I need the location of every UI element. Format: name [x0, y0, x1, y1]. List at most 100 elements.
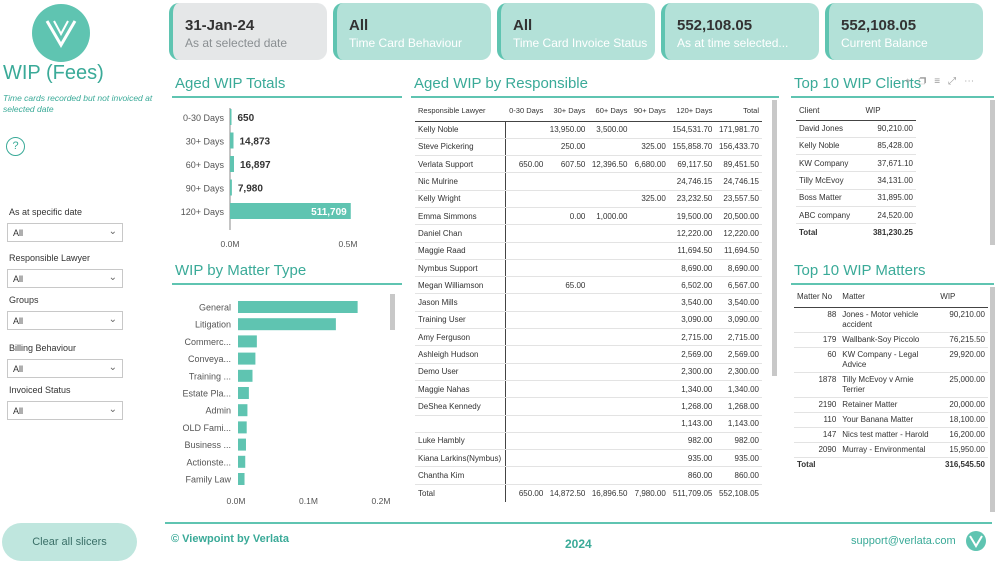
visual-header-icons[interactable]: ⌖❐≡⤢⋯	[905, 76, 982, 87]
table-row[interactable]: Daniel Chan 12,220.00 12,220.00	[415, 224, 762, 243]
table-row[interactable]: Steve Pickering 250.00 325.00 155,858.70 156…	[415, 138, 762, 157]
table-row[interactable]: 88 Jones - Motor vehicle accident 90,210.0…	[794, 307, 988, 333]
table-row[interactable]: Jason Mills 3,540.00 3,540.00	[415, 293, 762, 312]
table-row[interactable]: Nymbus Support 8,690.00 8,690.00	[415, 259, 762, 278]
table-row[interactable]: Verlata Support 650.00 607.50 12,396.50 6,68…	[415, 155, 762, 174]
cell-value	[588, 466, 631, 485]
table-row[interactable]: KW Company 37,671.10	[796, 154, 916, 173]
table-row[interactable]: Emma Simmons 0.00 1,000.00 19,500.00 20,500.…	[415, 207, 762, 226]
axis-tick-label: 0.5M	[339, 239, 358, 249]
table-row[interactable]: Luke Hambly 982.00 982.00	[415, 432, 762, 451]
table-row[interactable]: Maggie Nahas 1,340.00 1,340.00	[415, 380, 762, 399]
scrollbar[interactable]	[390, 294, 395, 330]
slicer-groups[interactable]: All ⌄	[7, 311, 123, 330]
table-row[interactable]: DeShea Kennedy 1,268.00 1,268.00	[415, 397, 762, 416]
cell-value	[546, 415, 589, 433]
table-row[interactable]: Amy Ferguson 2,715.00 2,715.00	[415, 328, 762, 347]
help-icon[interactable]: ?	[6, 137, 25, 156]
table-row[interactable]: 60 KW Company - Legal Advice 29,920.00	[794, 347, 988, 373]
cell-value	[630, 397, 669, 416]
scrollbar[interactable]	[990, 100, 995, 245]
bar	[230, 179, 232, 196]
bar-category-label: OLD Fami...	[182, 423, 231, 433]
bar-category-label: 120+ Days	[181, 207, 225, 217]
wip-value: 15,950.00	[937, 442, 988, 458]
cell-value: 8,690.00	[715, 259, 762, 278]
cell-value	[588, 224, 631, 243]
cell-value: 1,268.00	[715, 397, 762, 416]
filter-icon[interactable]: ≡	[934, 76, 949, 87]
slicer-invoiced[interactable]: All ⌄	[7, 401, 123, 420]
lawyer-name: Steve Pickering	[415, 138, 507, 157]
client-name: Boss Matter	[796, 189, 863, 207]
table-row[interactable]: 1878 Tilly McEvoy v Arnie Terrier 25,000.0…	[794, 372, 988, 398]
table-row[interactable]: Nic Mulrine 24,746.15 24,746.15	[415, 172, 762, 191]
scrollbar[interactable]	[990, 287, 995, 512]
table-row[interactable]: David Jones 90,210.00	[796, 120, 916, 138]
table-row[interactable]: Training User 3,090.00 3,090.00	[415, 311, 762, 330]
cell-value	[630, 276, 669, 295]
wip-value: 37,671.10	[862, 154, 916, 173]
table-row[interactable]: 1,143.00 1,143.00	[415, 415, 762, 433]
slicer-billing[interactable]: All ⌄	[7, 359, 123, 378]
bar-value-label: 16,897	[240, 160, 271, 171]
cell-value: 65.00	[546, 276, 589, 295]
pin-icon[interactable]: ⌖	[905, 76, 919, 87]
card-value: All	[349, 17, 369, 34]
lawyer-name: DeShea Kennedy	[415, 397, 507, 416]
cell-value	[546, 380, 589, 399]
cell-value	[588, 259, 631, 278]
column-header: Matter	[839, 287, 938, 308]
table-row[interactable]: Kiana Larkins(Nymbus) 935.00 935.00	[415, 449, 762, 468]
table-row[interactable]: Tilly McEvoy 34,131.00	[796, 171, 916, 190]
table-row[interactable]: Kelly Noble 85,428.00	[796, 137, 916, 156]
table-row[interactable]: Demo User 2,300.00 2,300.00	[415, 363, 762, 381]
aged-totals-title: Aged WIP Totals	[175, 75, 286, 92]
focus-mode-icon[interactable]: ⤢	[948, 76, 965, 87]
table-row[interactable]: Boss Matter 31,895.00	[796, 189, 916, 207]
table-row[interactable]: Megan Williamson 65.00 6,502.00 6,567.00	[415, 276, 762, 295]
table-row[interactable]: ABC company 24,520.00	[796, 206, 916, 225]
table-row[interactable]: 2190 Retainer Matter 20,000.00	[794, 397, 988, 413]
wip-value: 34,131.00	[862, 171, 916, 190]
more-options-icon[interactable]: ⋯	[964, 76, 983, 87]
cell-value	[588, 138, 631, 157]
clear-all-slicers-button[interactable]: Clear all slicers	[2, 523, 137, 561]
slicer-lawyer[interactable]: All ⌄	[7, 269, 123, 288]
table-row[interactable]: Kelly Wright 325.00 23,232.50 23,557.50	[415, 190, 762, 208]
cell-value	[588, 293, 631, 312]
cell-value	[505, 345, 547, 364]
cell-value: 23,557.50	[715, 190, 762, 208]
table-row[interactable]: Ashleigh Hudson 2,569.00 2,569.00	[415, 345, 762, 364]
bar	[238, 473, 245, 485]
total-value: 650.00	[505, 483, 547, 502]
cell-value: 1,143.00	[668, 415, 716, 433]
table-row[interactable]: 147 Nics test matter - Harold 16,200.00	[794, 427, 988, 443]
slicer-date[interactable]: All ⌄	[7, 223, 123, 242]
cell-value	[588, 172, 631, 191]
cell-value	[505, 190, 547, 208]
cell-value: 69,117.50	[668, 155, 716, 174]
cell-value	[505, 397, 547, 416]
table-row[interactable]: 110 Your Banana Matter 18,100.00	[794, 412, 988, 428]
table-row[interactable]: 179 Wallbank-Soy Piccolo 76,215.50	[794, 332, 988, 348]
cell-value: 325.00	[630, 190, 669, 208]
cell-value	[630, 242, 669, 260]
support-email-link[interactable]: support@verlata.com	[851, 535, 956, 547]
footer-year: 2024	[565, 537, 592, 551]
cell-value	[630, 328, 669, 347]
lawyer-name: Maggie Nahas	[415, 380, 507, 399]
table-row[interactable]: Chantha Kim 860.00 860.00	[415, 466, 762, 485]
scrollbar[interactable]	[772, 100, 777, 376]
client-name: ABC company	[796, 206, 863, 225]
column-header: WIP	[937, 287, 988, 308]
wip-value: 90,210.00	[862, 120, 916, 138]
bar-category-label: 90+ Days	[186, 184, 225, 194]
copy-icon[interactable]: ❐	[918, 76, 935, 87]
cell-value	[505, 224, 547, 243]
table-row[interactable]: Kelly Noble 13,950.00 3,500.00 154,531.70 17…	[415, 121, 762, 139]
table-row[interactable]: 2090 Murray - Environmental 15,950.00	[794, 442, 988, 458]
table-row[interactable]: Maggie Raad 11,694.50 11,694.50	[415, 242, 762, 260]
cell-value: 6,567.00	[715, 276, 762, 295]
responsible-title: Aged WIP by Responsible	[414, 75, 588, 92]
